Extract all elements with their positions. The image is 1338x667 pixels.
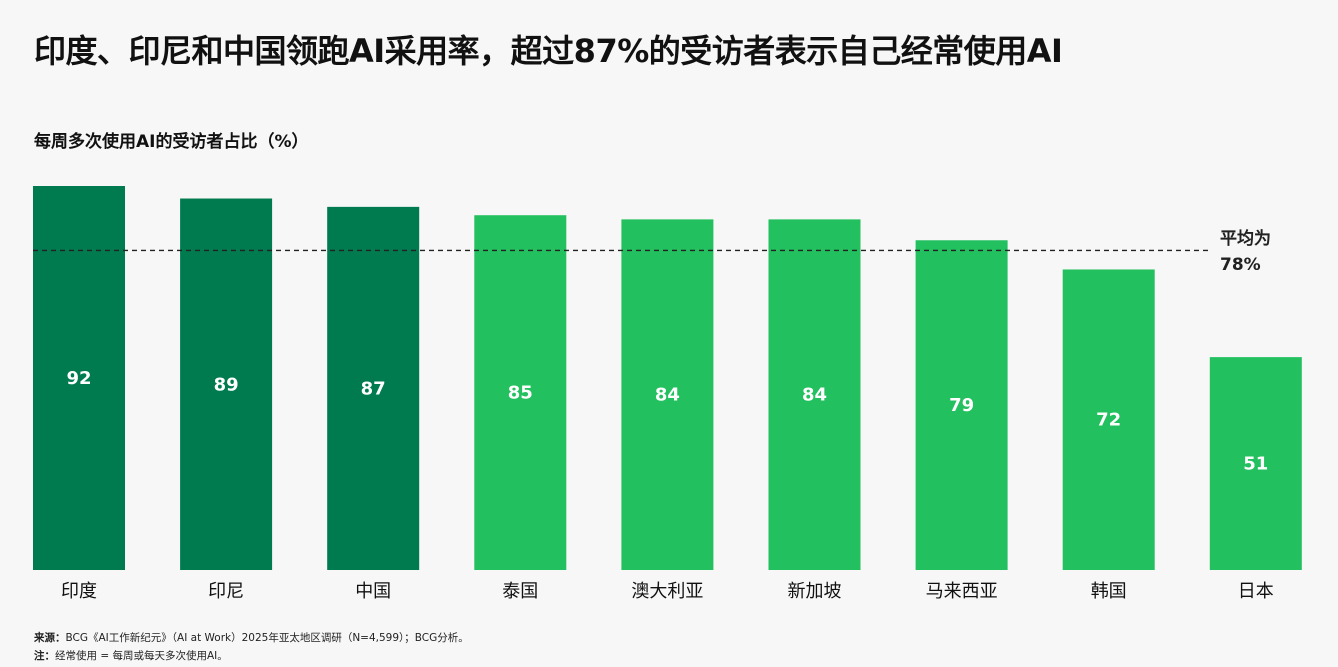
bar-2: [327, 206, 420, 570]
category-label-3: 泰国: [502, 581, 538, 602]
chart-subtitle: 每周多次使用AI的受访者占比（%）: [34, 132, 309, 152]
bar-3: [474, 215, 567, 570]
bar-5: [768, 219, 861, 571]
category-label-6: 马来西亚: [926, 581, 998, 602]
category-label-0: 印度: [61, 581, 97, 602]
category-label-7: 韩国: [1091, 581, 1127, 602]
average-label-line2: 78%: [1220, 255, 1261, 275]
category-label-4: 澳大利亚: [631, 581, 703, 602]
source-text: BCG《AI工作新纪元》（AI at Work）2025年亚太地区调研（N=4,…: [65, 632, 469, 644]
bar-1: [180, 198, 273, 571]
data-label-0: 92: [66, 368, 91, 389]
average-label-line1: 平均为: [1220, 228, 1271, 249]
data-label-8: 51: [1243, 454, 1268, 475]
data-label-3: 85: [508, 383, 533, 404]
bars-group: 92 印度 89 印尼 87 中国 85 泰国 84 澳大利亚 84 新加坡 79 马来西亚 72 韩国 51 日…: [33, 186, 1302, 602]
source-note: 来源：BCG《AI工作新纪元》（AI at Work）2025年亚太地区调研（N…: [34, 630, 469, 645]
note-text: 经常使用 = 每周或每天多次使用AI。: [55, 650, 228, 662]
data-label-5: 84: [802, 385, 827, 406]
data-label-1: 89: [214, 374, 239, 395]
data-label-7: 72: [1096, 410, 1121, 431]
bar-8: [1209, 357, 1302, 570]
bar-6: [915, 240, 1008, 570]
data-label-6: 79: [949, 395, 974, 416]
category-label-8: 日本: [1238, 581, 1274, 602]
category-label-1: 印尼: [208, 581, 244, 602]
page-title: 印度、印尼和中国领跑AI采用率，超过87%的受访者表示自己经常使用AI: [34, 32, 1063, 70]
data-label-2: 87: [361, 378, 386, 399]
note-label: 注：: [34, 650, 55, 662]
source-label: 来源：: [34, 632, 66, 644]
bar-4: [621, 219, 714, 571]
usage-note: 注：经常使用 = 每周或每天多次使用AI。: [34, 648, 228, 663]
category-label-5: 新加坡: [788, 581, 842, 602]
bar-7: [1062, 269, 1155, 570]
category-label-2: 中国: [355, 581, 391, 602]
data-label-4: 84: [655, 385, 680, 406]
